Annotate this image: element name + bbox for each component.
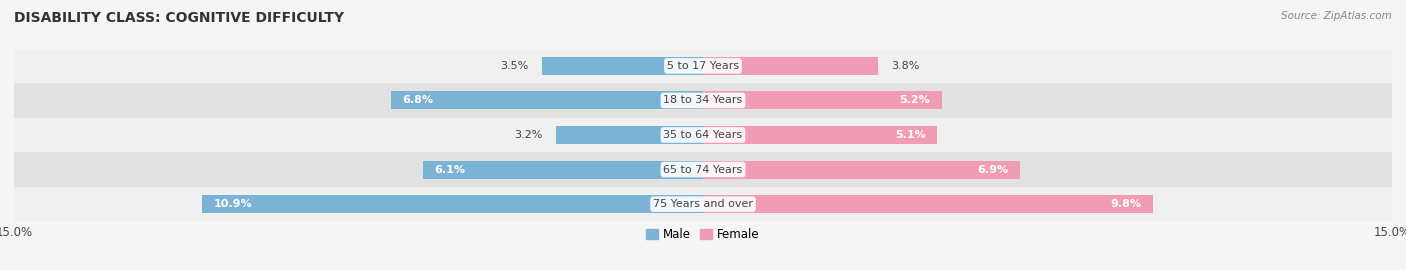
Bar xyxy=(14,83,1392,118)
Text: 18 to 34 Years: 18 to 34 Years xyxy=(664,95,742,106)
Text: 5.1%: 5.1% xyxy=(896,130,925,140)
Bar xyxy=(14,49,1392,83)
Bar xyxy=(14,152,1392,187)
Bar xyxy=(391,92,703,109)
Bar xyxy=(555,126,703,144)
Text: 5.2%: 5.2% xyxy=(900,95,931,106)
Bar xyxy=(703,92,942,109)
Text: 3.5%: 3.5% xyxy=(501,61,529,71)
Bar xyxy=(423,161,703,178)
Text: 3.8%: 3.8% xyxy=(891,61,920,71)
Text: 5 to 17 Years: 5 to 17 Years xyxy=(666,61,740,71)
Bar xyxy=(543,57,703,75)
Bar xyxy=(703,195,1153,213)
Text: DISABILITY CLASS: COGNITIVE DIFFICULTY: DISABILITY CLASS: COGNITIVE DIFFICULTY xyxy=(14,11,344,25)
Bar xyxy=(703,126,938,144)
Text: 3.2%: 3.2% xyxy=(513,130,543,140)
Text: 65 to 74 Years: 65 to 74 Years xyxy=(664,164,742,175)
Text: 6.8%: 6.8% xyxy=(402,95,433,106)
Bar xyxy=(202,195,703,213)
Bar xyxy=(14,187,1392,221)
Legend: Male, Female: Male, Female xyxy=(647,228,759,241)
Text: 10.9%: 10.9% xyxy=(214,199,253,209)
Text: 75 Years and over: 75 Years and over xyxy=(652,199,754,209)
Bar xyxy=(14,118,1392,152)
Bar xyxy=(703,161,1019,178)
Text: 6.9%: 6.9% xyxy=(977,164,1008,175)
Bar xyxy=(703,57,877,75)
Text: 35 to 64 Years: 35 to 64 Years xyxy=(664,130,742,140)
Text: Source: ZipAtlas.com: Source: ZipAtlas.com xyxy=(1281,11,1392,21)
Text: 9.8%: 9.8% xyxy=(1111,199,1142,209)
Text: 6.1%: 6.1% xyxy=(434,164,465,175)
